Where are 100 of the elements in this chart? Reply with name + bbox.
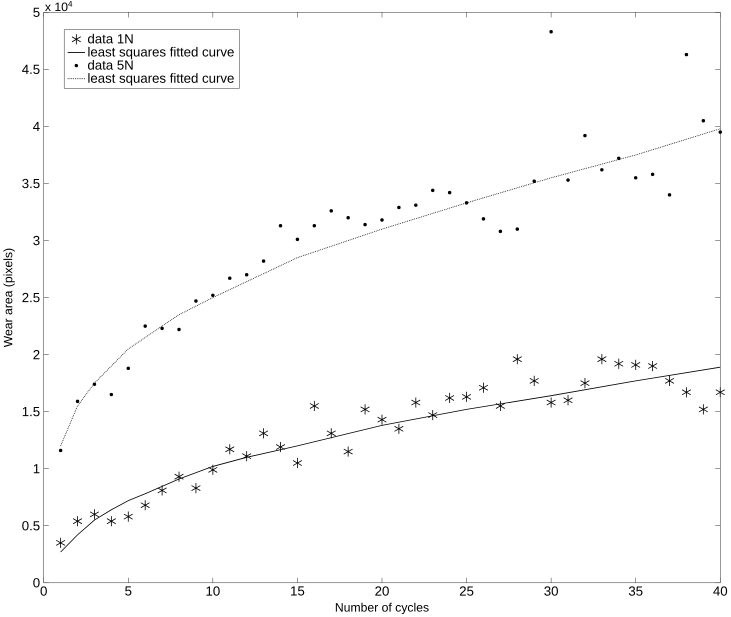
point: [496, 400, 506, 412]
x-tick-label: 20: [375, 586, 389, 596]
point: [157, 484, 167, 496]
point: [72, 515, 82, 526]
point: [580, 377, 590, 388]
point: [377, 414, 387, 425]
legend-label: least squares fitted curve: [88, 46, 234, 59]
x-tick-label: 35: [628, 586, 642, 596]
point: [224, 444, 235, 455]
y-tick-label: 0.5: [22, 520, 40, 530]
point: [566, 178, 570, 182]
point: [312, 224, 316, 228]
point: [174, 470, 184, 482]
legend-label: least squares fitted curve: [88, 72, 234, 86]
point: [482, 216, 486, 220]
point: [262, 259, 266, 263]
point: [630, 359, 641, 370]
y-axis-title: Wear area (pixels): [3, 248, 15, 348]
y-tick-label: 4: [33, 122, 40, 131]
point: [90, 508, 100, 520]
point: [126, 366, 130, 370]
y-tick-label: 2.5: [22, 292, 40, 302]
point: [380, 218, 384, 222]
point: [258, 428, 268, 439]
y-tick-label: 1: [34, 464, 40, 474]
point: [462, 391, 472, 402]
point: [600, 168, 604, 172]
point: [411, 396, 421, 408]
text: x 10$^{4}$: [45, 0, 72, 11]
y-tick-label: 3.5: [22, 178, 40, 188]
point: [110, 392, 114, 396]
point: [228, 276, 232, 280]
point: [715, 386, 726, 398]
point: [597, 353, 607, 364]
point: [684, 52, 688, 56]
y-tick-label: 5: [33, 8, 40, 17]
point: [160, 326, 164, 330]
point: [516, 227, 520, 231]
point: [123, 510, 134, 522]
y-tick-label: 1.5: [22, 406, 40, 416]
point: [326, 428, 336, 439]
point: [702, 118, 706, 122]
point: [650, 172, 654, 176]
point: [276, 441, 286, 452]
point: [617, 156, 621, 160]
point: [414, 203, 418, 207]
point: [512, 353, 522, 364]
point: [444, 392, 454, 404]
point: [244, 272, 248, 276]
legend-label: data 5N: [88, 60, 133, 70]
x-axis-title: Number of cycles: [336, 602, 429, 614]
x-tick-label: 10: [206, 586, 220, 596]
y-tick-label: 0: [33, 578, 40, 588]
point: [664, 375, 674, 386]
point: [177, 328, 181, 332]
point: [546, 396, 556, 408]
point: [363, 222, 367, 226]
point: [92, 382, 96, 386]
point: [191, 482, 201, 494]
point: [296, 237, 300, 241]
point: [330, 208, 333, 212]
point: [56, 537, 66, 548]
point: [648, 360, 658, 372]
point: [430, 188, 434, 192]
point: [343, 446, 353, 457]
y-tick-label: 4.5: [22, 64, 40, 74]
point: [498, 229, 502, 233]
x-tick-label: 40: [713, 586, 728, 596]
point: [360, 404, 370, 415]
y-tick-label: 2: [33, 350, 40, 360]
x-tick-label: 15: [291, 586, 304, 596]
point: [211, 293, 215, 297]
point: [563, 394, 573, 406]
point: [464, 200, 468, 204]
point: [394, 423, 404, 434]
point: [532, 179, 536, 183]
x-tick-label: 5: [125, 586, 132, 596]
point: [428, 409, 438, 420]
point: [583, 134, 587, 138]
point: [310, 400, 320, 412]
point: [529, 375, 540, 386]
legend-label: data 1N: [88, 34, 133, 44]
point: [448, 190, 452, 194]
point: [668, 192, 672, 196]
point: [698, 404, 708, 415]
point: [549, 30, 553, 34]
point: [58, 448, 62, 452]
point: [208, 464, 218, 476]
point: [478, 382, 488, 393]
point: [140, 499, 150, 510]
point: [242, 450, 252, 462]
point: [76, 399, 80, 403]
x-tick-label: 0: [40, 586, 47, 596]
x-tick-label: 30: [544, 586, 558, 596]
point: [194, 299, 198, 303]
point: [397, 205, 401, 209]
point: [143, 324, 147, 328]
y-tick-label: 3: [33, 236, 40, 245]
point: [682, 386, 692, 398]
point: [346, 216, 350, 220]
